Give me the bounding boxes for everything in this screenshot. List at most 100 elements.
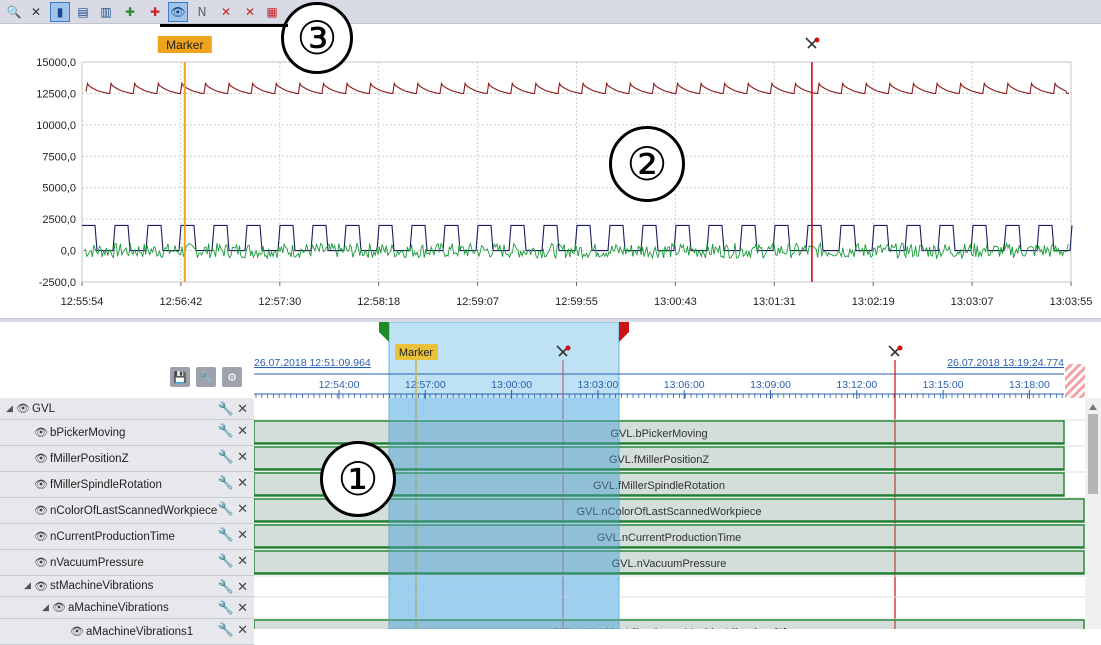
visibility-eye-icon[interactable]: 👁 [34,478,48,491]
channel-row[interactable]: 👁 fMillerPositionZ 🔧✕ [0,446,254,472]
visibility-eye-icon[interactable]: 👁 [34,452,48,465]
visibility-eye-icon[interactable]: 👁 [34,579,48,593]
channel-bar-label: GVL.nCurrentProductionTime [597,532,742,544]
scale-off-icon[interactable]: ✕ [30,5,42,19]
callout-2: ② [609,126,685,202]
timeline-trigger-icon[interactable] [556,345,571,357]
visibility-eye-icon[interactable]: 👁 [52,601,66,614]
timeline-start-label: 26.07.2018 12:51:09.964 [254,357,371,369]
marker-text-icon[interactable]: N [197,5,207,19]
channel-label: GVL [32,402,56,415]
y-tick-label: 15000,0 [36,57,76,69]
x-tick-label: 12:57:30 [258,296,301,308]
timeline-tick-label: 12:57:00 [405,379,446,391]
channel-bar[interactable] [253,446,1065,471]
channel-row[interactable]: 👁 aMachineVibrations1 🔧✕ [0,619,254,645]
channel-bar[interactable] [253,619,1085,629]
range-end-handle[interactable] [619,322,629,342]
add-trigger-icon[interactable]: ✚ [149,5,161,19]
expand-icon[interactable]: ◢ [42,602,49,613]
channel-bar[interactable] [253,524,1085,549]
visibility-eye-icon[interactable]: 👁 [34,426,48,439]
channel-label: aMachineVibrations1 [86,625,194,638]
chart-area: 15000,0 12500,0 10000,0 7500,0 5000,0 2500,0 0… [36,36,1092,308]
timeline-tick-label: 13:03:00 [577,379,618,391]
channel-bar-label: GVL.fMillerPositionZ [609,454,710,466]
save-icon[interactable]: 💾 [170,367,190,387]
visibility-eye-icon[interactable]: 👁 [34,556,48,569]
max-icon[interactable]: 🔍 [6,5,22,19]
show-marker-icon[interactable]: 👁 [168,2,188,22]
channel-row[interactable]: 👁 nColorOfLastScannedWorkpiece 🔧✕ [0,498,254,524]
callout-3: ③ [281,2,353,74]
axis-icon[interactable]: ▥ [100,5,112,19]
visibility-eye-icon[interactable]: 👁 [16,402,30,415]
settings-icon[interactable]: ⚙ [222,367,242,387]
x-tick-label: 12:59:55 [555,296,598,308]
tools-icon[interactable]: 🔧 [196,367,216,387]
y-tick-label: 5000,0 [42,183,76,195]
timeline-trigger-icon[interactable] [888,345,903,357]
channel-row[interactable]: 👁 bPickerMoving 🔧✕ [0,420,254,446]
row-actions-icon[interactable]: 🔧✕ [217,424,251,439]
x-tick-label: 12:58:18 [357,296,400,308]
channel-bar[interactable] [253,472,1065,497]
marker-label: Marker [166,38,203,52]
x-tick-label: 12:55:54 [61,296,104,308]
row-actions-icon[interactable]: 🔧✕ [217,580,251,595]
x-tick-label: 13:03:07 [951,296,994,308]
channel-row[interactable]: 👁 nVacuumPressure 🔧✕ [0,550,254,576]
channel-label: bPickerMoving [50,426,126,439]
channel-row[interactable]: 👁 fMillerSpindleRotation 🔧✕ [0,472,254,498]
x-tick-label: 13:02:19 [852,296,895,308]
x-tick-label: 12:59:07 [456,296,499,308]
timeline-marker-tag[interactable] [395,344,438,360]
selection-overlay [389,398,619,629]
expand-icon[interactable]: ◢ [24,581,31,591]
row-actions-icon[interactable]: 🔧✕ [217,601,251,616]
visibility-eye-icon[interactable]: 👁 [34,504,48,517]
toolbar: 🔍 ✕ ▮ ▤ ▥ ✚ ✚ 👁 N ✕ ✕ ▦ [0,0,1101,24]
visibility-eye-icon[interactable]: 👁 [34,530,48,543]
channel-label: nColorOfLastScannedWorkpiece [50,504,218,517]
scrollbar-thumb[interactable] [1088,414,1098,494]
row-actions-icon[interactable]: 🔧✕ [217,623,251,638]
y-tick-label: -2500,0 [39,277,76,289]
range-start-handle[interactable] [379,322,389,342]
channel-row[interactable]: 👁 nCurrentProductionTime 🔧✕ [0,524,254,550]
channel-row[interactable]: ◢ 👁 aMachineVibrations 🔧✕ [0,597,254,619]
y-tick-label: 10000,0 [36,120,76,132]
channel-bar[interactable] [253,550,1085,575]
expand-icon[interactable]: ◢ [6,403,13,414]
add-marker-icon[interactable]: ✚ [124,5,136,19]
callout-1: ① [320,441,396,517]
row-actions-icon[interactable]: 🔧✕ [217,450,251,465]
series-line [82,224,1073,252]
row-actions-icon[interactable]: 🔧✕ [217,476,251,491]
marker-tag[interactable] [157,36,212,53]
channel-bar[interactable] [253,498,1085,523]
visibility-eye-icon[interactable]: 👁 [70,625,84,638]
splitter[interactable] [0,318,1101,322]
cursor-mode-icon[interactable]: ▮ [50,2,70,22]
marker-list-icon[interactable]: ▦ [266,5,278,19]
channel-bar[interactable] [253,420,1065,445]
row-actions-icon[interactable]: 🔧✕ [217,554,251,569]
channel-row[interactable]: ◢ 👁 GVL 🔧✕ [0,398,254,420]
channel-label: nCurrentProductionTime [50,530,175,543]
row-actions-icon[interactable]: 🔧✕ [217,502,251,517]
grid-icon[interactable]: ▤ [77,5,89,19]
timeline-tick-label: 13:06:00 [664,379,705,391]
selection-range[interactable] [388,322,620,629]
channel-row[interactable]: ◢ 👁 stMachineVibrations 🔧✕ [0,576,254,597]
channel-label: fMillerSpindleRotation [50,478,162,491]
delete-marker-icon[interactable]: ✕ [244,5,256,19]
row-actions-icon[interactable]: 🔧✕ [217,402,251,417]
scroll-up-icon[interactable] [1089,404,1097,410]
channel-bar-label: GVL.fMillerSpindleRotation [593,480,725,492]
marker-cross-icon[interactable]: ✕ [220,5,232,19]
channel-bar-label: GVL.nColorOfLastScannedWorkpiece [576,506,761,518]
row-actions-icon[interactable]: 🔧✕ [217,528,251,543]
trigger-icon[interactable] [805,37,820,49]
toolbar-underline [160,24,288,27]
